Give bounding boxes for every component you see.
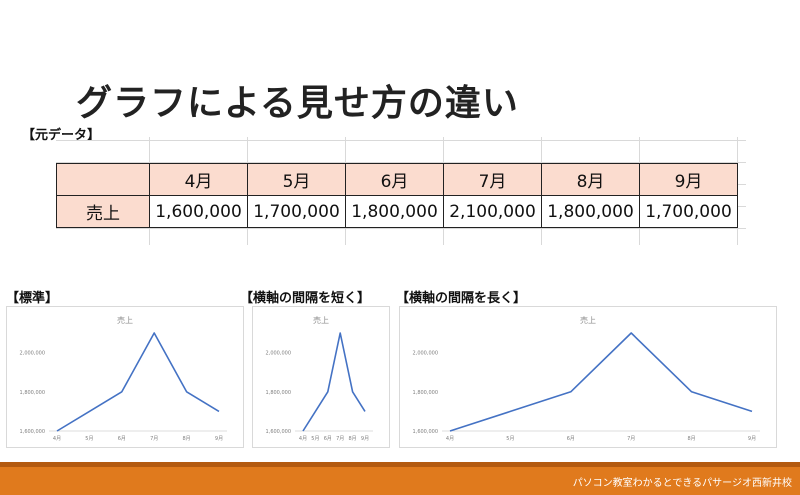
month-header-cell: 6月 [345,163,444,196]
footer-strip [0,462,800,467]
value-cell: 1,700,000 [247,195,346,228]
x-tick-label: 7月 [336,436,344,442]
y-tick-label: 1,600,000 [20,429,45,435]
x-tick-label: 9月 [215,436,223,442]
long-axis-chart-svg: 売上 1,600,000 1,800,000 2,000,000 4月 5月 6月 7月 8月 9… [413,315,760,442]
table-corner-cell [56,163,150,196]
long-axis-chart-label: 【横軸の間隔を長く】 [396,291,527,306]
month-header-cell: 4月 [149,163,248,196]
value-cell: 2,100,000 [443,195,542,228]
standard-chart-label: 【標準】 [6,291,59,306]
x-tick-label: 5月 [506,436,514,442]
y-tick-label: 1,600,000 [413,429,438,435]
short-axis-chart-label: 【横軸の間隔を短く】 [240,291,371,306]
value-cell: 1,800,000 [345,195,444,228]
x-tick-label: 6月 [324,436,332,442]
series-line [56,332,220,432]
value-cell: 1,600,000 [149,195,248,228]
x-tick-label: 4月 [53,436,61,442]
x-tick-label: 7月 [150,436,158,442]
y-tick-label: 1,800,000 [20,390,45,396]
slide-title: グラフによる見せ方の違い [76,83,519,124]
short-axis-chart-svg: 売上 1,600,000 1,800,000 2,000,000 4月 5月 6月 7月 8月 9… [266,315,373,442]
y-tick-label: 2,000,000 [20,351,45,357]
chart-title: 売上 [580,315,596,325]
y-tick-label: 1,800,000 [266,390,291,396]
value-cell: 1,700,000 [639,195,738,228]
table-row: 売上 1,600,000 1,700,000 1,800,000 2,100,0… [56,195,738,228]
long-axis-chart: 売上 1,600,000 1,800,000 2,000,000 4月 5月 6月 7月 8月 9… [399,306,777,448]
value-cell: 1,800,000 [541,195,640,228]
y-tick-label: 2,000,000 [413,351,438,357]
x-tick-label: 9月 [361,436,369,442]
x-tick-label: 5月 [85,436,93,442]
x-tick-label: 6月 [567,436,575,442]
series-line [449,332,753,432]
chart-title: 売上 [313,315,329,325]
month-header-cell: 5月 [247,163,346,196]
footer-bar [0,462,800,495]
x-tick-label: 8月 [183,436,191,442]
row-label-cell: 売上 [56,195,150,228]
month-header-cell: 8月 [541,163,640,196]
x-tick-label: 8月 [349,436,357,442]
y-tick-label: 1,800,000 [413,390,438,396]
standard-chart: 売上 1,600,000 1,800,000 2,000,000 4月 5月 6月 7月 8月 9… [6,306,244,448]
x-tick-label: 9月 [748,436,756,442]
x-tick-label: 6月 [118,436,126,442]
series-line [302,332,366,432]
standard-chart-svg: 売上 1,600,000 1,800,000 2,000,000 4月 5月 6月 7月 8月 9… [20,315,227,442]
month-header-cell: 9月 [639,163,738,196]
footer-text: パソコン教室わかるとできるパサージオ西新井校 [572,478,792,489]
month-header-cell: 7月 [443,163,542,196]
chart-title: 売上 [117,315,133,325]
x-tick-label: 5月 [311,436,319,442]
y-tick-label: 2,000,000 [266,351,291,357]
short-axis-chart: 売上 1,600,000 1,800,000 2,000,000 4月 5月 6月 7月 8月 9… [252,306,390,448]
sales-table: 4月 5月 6月 7月 8月 9月 売上 1,600,000 1,700,000… [56,163,738,228]
y-tick-label: 1,600,000 [266,429,291,435]
x-tick-label: 4月 [446,436,454,442]
x-tick-label: 4月 [299,436,307,442]
x-tick-label: 8月 [688,436,696,442]
x-tick-label: 7月 [627,436,635,442]
table-header-row: 4月 5月 6月 7月 8月 9月 [56,163,738,196]
